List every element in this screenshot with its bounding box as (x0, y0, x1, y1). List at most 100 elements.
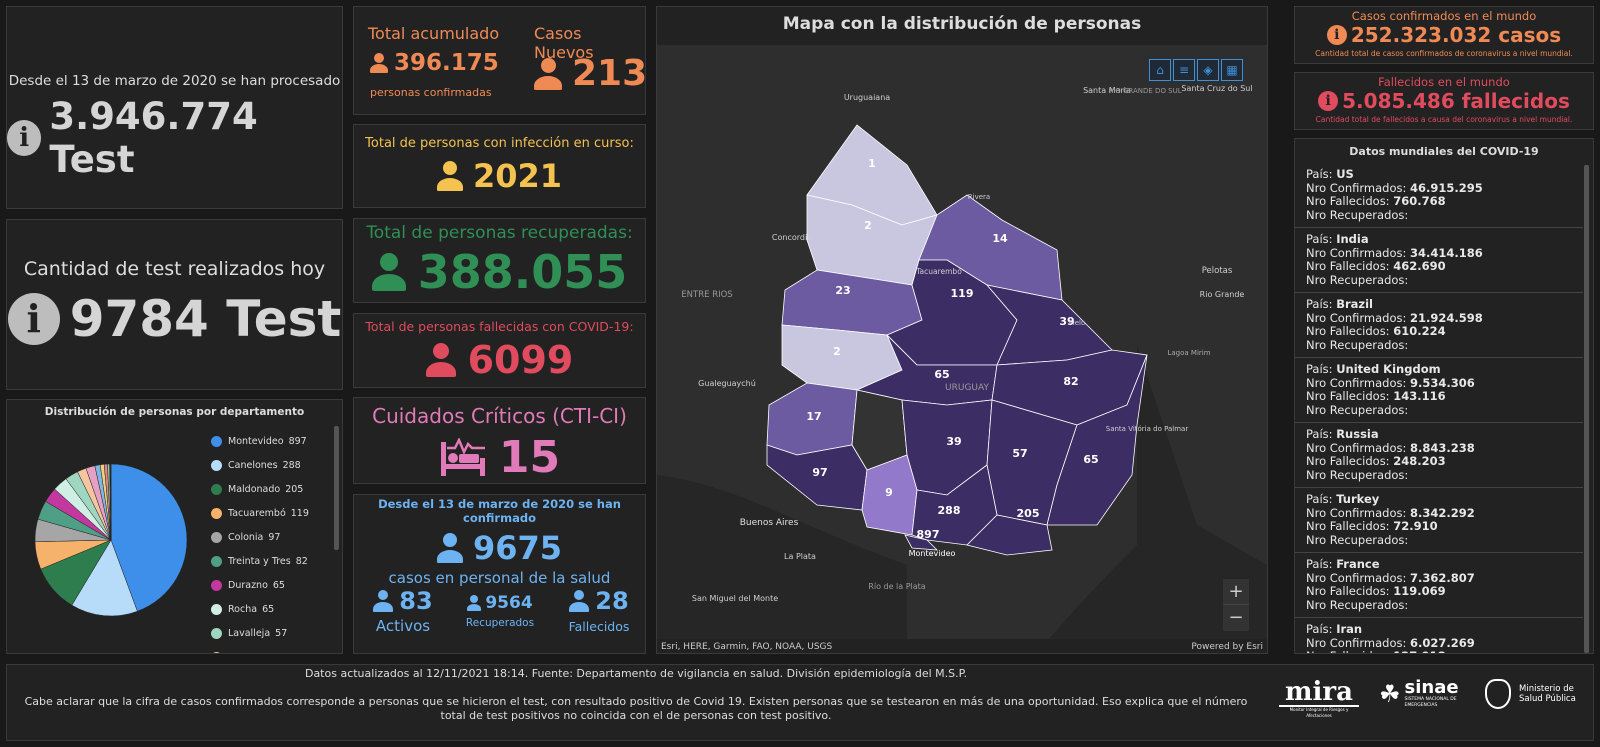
powered-by-link[interactable]: Powered by Esri (1191, 642, 1263, 652)
tests-total-panel: Desde el 13 de marzo de 2020 se han proc… (6, 6, 343, 209)
map-canvas[interactable]: 1 2 14 23 119 39 2 65 82 17 39 57 65 97 … (657, 45, 1267, 653)
person-icon (373, 590, 394, 612)
world-deaths-title: Fallecidos en el mundo (1378, 75, 1510, 89)
health-staff-panel: Desde el 13 de marzo de 2020 se han conf… (353, 494, 646, 654)
map-toolbar: ⌂ ≡ ◈ ▦ (1149, 59, 1243, 81)
legend-swatch (211, 555, 222, 567)
legend-label: Durazno (228, 579, 268, 591)
footer-line1: Datos actualizados al 12/11/2021 18:14. … (304, 667, 968, 680)
msp-logo-text: Ministerio de Salud Pública (1519, 684, 1576, 704)
legend-swatch (211, 435, 222, 447)
legend-label: Cerro Largo (228, 652, 283, 654)
msp-logo: Ministerio de Salud Pública (1485, 679, 1579, 709)
region-count: 97 (812, 466, 827, 479)
footer-text: Datos actualizados al 12/11/2021 18:14. … (21, 667, 1251, 723)
legend-item[interactable]: Canelones 288 (211, 453, 323, 477)
map-header: Mapa con la distribución de personas (657, 7, 1267, 45)
mira-logo-text: mira (1279, 679, 1359, 707)
accumulated-title: Total acumulado (368, 24, 500, 43)
zoom-controls: + − (1223, 579, 1249, 631)
legend-swatch (211, 483, 222, 495)
layers-icon[interactable]: ◈ (1197, 59, 1219, 81)
legend-label: Rocha (228, 603, 258, 615)
map-place-label: Rio Grande (1200, 290, 1245, 299)
world-confirmed-value: 252.323.032 casos (1350, 23, 1562, 47)
zoom-in-button[interactable]: + (1223, 579, 1249, 605)
mira-logo-sub: Monitor Integral de Riesgos y Afectacion… (1289, 707, 1349, 718)
legend-item[interactable]: Tacuarembó 119 (211, 501, 323, 525)
world-list-item: País: US Nro Confirmados: 46.915.295 Nro F… (1295, 163, 1583, 228)
legend-scrollbar[interactable] (334, 426, 339, 550)
deceased-panel: Total de personas fallecidas con COVID-1… (353, 313, 646, 388)
legend-swatch (211, 531, 222, 543)
map-place-label: La Plata (784, 552, 816, 561)
region-montevideo[interactable] (904, 534, 939, 551)
legend-label: Treinta y Tres (228, 555, 291, 567)
world-list[interactable]: País: US Nro Confirmados: 46.915.295 Nro F… (1295, 163, 1583, 653)
world-list-item: País: India Nro Confirmados: 34.414.186 Nr… (1295, 228, 1583, 293)
accumulated-value: 396.175 (394, 50, 499, 76)
legend-item[interactable]: Maldonado 205 (211, 477, 323, 501)
person-icon (534, 57, 562, 90)
world-deaths-value: 5.085.486 fallecidos (1342, 89, 1570, 113)
legend-item[interactable]: Montevideo 897 (211, 429, 323, 453)
map-place-label: Río de la Plata (868, 582, 926, 591)
legend-label: Lavalleja (228, 627, 271, 639)
pie-title: Distribución de personas por departament… (44, 406, 305, 418)
legend-item[interactable]: Lavalleja 57 (211, 621, 323, 645)
health-staff-value: 9675 (472, 529, 563, 567)
region-count: 17 (806, 410, 821, 423)
tests-today-value: 9784 Test (69, 290, 342, 348)
tests-today-caption: Cantidad de test realizados hoy (23, 258, 326, 280)
legend-item[interactable]: Cerro Largo 39 (211, 645, 323, 654)
legend-value: 897 (288, 435, 307, 447)
mira-logo: mira Monitor Integral de Riesgos y Afect… (1279, 679, 1359, 719)
region-maldonado[interactable] (966, 514, 1053, 556)
zoom-out-button[interactable]: − (1228, 607, 1244, 628)
new-cases-title: Casos Nuevos (534, 24, 594, 62)
region-rocha[interactable] (1046, 354, 1148, 526)
world-confirmed-note: Cantidad total de casos confirmados de c… (1315, 49, 1573, 58)
pie-legend: Montevideo 897 Canelones 288 Maldonado 205 Tac… (211, 429, 323, 654)
sinae-logo: ☘ sinae SISTEMA NACIONAL DE EMERGENCIAS (1379, 679, 1461, 709)
tests-total-caption: Desde el 13 de marzo de 2020 se han proc… (8, 73, 341, 89)
world-list-scrollbar[interactable] (1584, 165, 1589, 653)
legend-swatch (211, 459, 222, 471)
map-place-label: Tacuarembó (915, 267, 962, 276)
new-cases-value: 213 (572, 53, 646, 94)
legend-item[interactable]: Durazno 65 (211, 573, 323, 597)
legend-value: 205 (285, 483, 304, 495)
legend-label: Maldonado (228, 483, 281, 495)
critical-panel: Cuidados Críticos (CTI-CI) 15 (353, 397, 646, 484)
active-panel: Total de personas con infección en curso… (353, 124, 646, 208)
pie-slice[interactable] (110, 463, 188, 612)
qr-icon[interactable]: ▦ (1221, 59, 1243, 81)
person-icon (425, 343, 456, 377)
legend-item[interactable]: Rocha 65 (211, 597, 323, 621)
map-place-label: Concordia (772, 233, 812, 242)
legend-label: Tacuarembó (228, 507, 286, 519)
home-icon[interactable]: ⌂ (1149, 59, 1171, 81)
recovered-panel: Total de personas recuperadas: 388.055 (353, 218, 646, 303)
person-icon (371, 253, 406, 291)
legend-item[interactable]: Treinta y Tres 82 (211, 549, 323, 573)
pie-chart[interactable] (31, 460, 191, 620)
world-list-item: País: Russia Nro Confirmados: 8.843.238 Nr… (1295, 423, 1583, 488)
list-icon[interactable]: ≡ (1173, 59, 1195, 81)
world-list-title: Datos mundiales del COVID-19 (1349, 145, 1539, 158)
coat-of-arms-icon (1485, 679, 1511, 709)
staff-recovered-label: Recuperados (465, 617, 535, 629)
map-place-label: ENTRE RIOS (681, 290, 732, 300)
legend-label: Montevideo (228, 435, 284, 447)
world-list-item: País: France Nro Confirmados: 7.362.807 Nr… (1295, 553, 1583, 618)
health-staff-subtitle: casos en personal de la salud (388, 569, 611, 587)
deceased-value: 6099 (467, 338, 574, 382)
legend-value: 288 (282, 459, 301, 471)
legend-item[interactable]: Colonia 97 (211, 525, 323, 549)
region-count: 2 (864, 219, 872, 232)
info-icon: i (1318, 91, 1339, 111)
sinae-icon: ☘ (1379, 680, 1401, 708)
map-place-label: Buenos Aires (740, 518, 799, 528)
pie-slice[interactable] (71, 539, 138, 617)
